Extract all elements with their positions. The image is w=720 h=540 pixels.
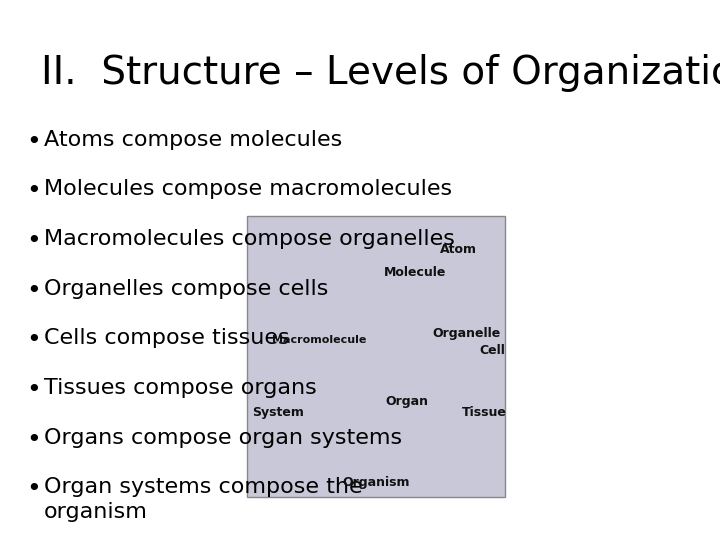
- Text: Macromolecule: Macromolecule: [272, 335, 366, 345]
- Text: Cells compose tissues: Cells compose tissues: [44, 328, 289, 348]
- Text: •: •: [26, 179, 40, 203]
- Text: II.  Structure – Levels of Organization: II. Structure – Levels of Organization: [41, 54, 720, 92]
- Text: •: •: [26, 428, 40, 451]
- Text: •: •: [26, 378, 40, 402]
- Text: Atoms compose molecules: Atoms compose molecules: [44, 130, 342, 150]
- Text: Organelles compose cells: Organelles compose cells: [44, 279, 328, 299]
- Text: •: •: [26, 279, 40, 302]
- Text: Macromolecules compose organelles: Macromolecules compose organelles: [44, 229, 454, 249]
- Text: Molecules compose macromolecules: Molecules compose macromolecules: [44, 179, 452, 199]
- Text: Organelle: Organelle: [432, 327, 500, 340]
- Text: Organs compose organ systems: Organs compose organ systems: [44, 428, 402, 448]
- Text: Molecule: Molecule: [384, 266, 446, 279]
- Text: Atom: Atom: [440, 243, 477, 256]
- Text: Organ systems compose the
organism: Organ systems compose the organism: [44, 477, 362, 522]
- Text: •: •: [26, 229, 40, 253]
- Text: Tissues compose organs: Tissues compose organs: [44, 378, 317, 398]
- Text: Organ: Organ: [385, 395, 428, 408]
- FancyBboxPatch shape: [247, 216, 505, 497]
- Text: •: •: [26, 477, 40, 501]
- Text: •: •: [26, 130, 40, 153]
- Text: Organism: Organism: [342, 476, 410, 489]
- Text: System: System: [252, 406, 304, 419]
- Text: Cell: Cell: [479, 345, 505, 357]
- Text: •: •: [26, 328, 40, 352]
- Text: Tissue: Tissue: [462, 406, 507, 419]
